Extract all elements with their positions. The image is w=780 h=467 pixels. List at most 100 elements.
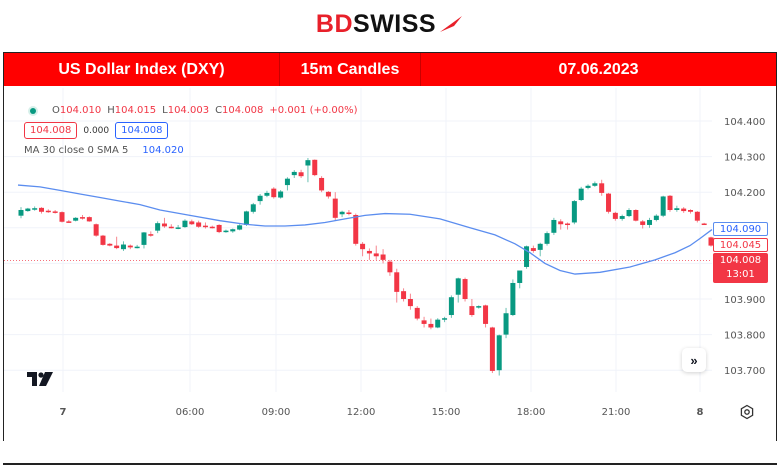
candle [271, 188, 277, 198]
ma-indicator-label[interactable]: MA 30 close 0 SMA 5 [24, 145, 129, 156]
chart-frame [3, 86, 777, 441]
candle [59, 212, 65, 222]
candle [380, 254, 386, 260]
candle [250, 204, 256, 212]
candle [496, 335, 502, 371]
chart-header-bar: US Dollar Index (DXY) 15m Candles 07.06.… [3, 52, 777, 86]
candle [141, 232, 147, 245]
last-price-tag: 104.008 13:01 [713, 253, 768, 283]
market-status-icon [28, 105, 38, 116]
candle [571, 201, 577, 223]
candle [462, 279, 468, 299]
candle [626, 210, 632, 217]
time-axis-label: 06:00 [176, 407, 205, 418]
timeframe-title: 15m Candles [280, 53, 421, 86]
candle [114, 245, 120, 249]
candle [202, 225, 208, 228]
candle [52, 211, 58, 213]
candle [565, 223, 571, 226]
candle [387, 261, 393, 273]
candle [127, 245, 133, 248]
candle [366, 250, 372, 254]
candle [45, 210, 51, 213]
date-title: 07.06.2023 [558, 60, 639, 78]
scroll-to-realtime-button[interactable]: » [682, 348, 706, 372]
candle [414, 307, 420, 319]
candle [209, 226, 215, 229]
candle [667, 195, 673, 210]
candle [38, 207, 44, 212]
candle [339, 211, 345, 215]
candle [332, 198, 338, 218]
candle [448, 297, 454, 316]
candle [148, 234, 154, 236]
candle [237, 225, 243, 230]
candle [79, 217, 85, 219]
candle [517, 270, 523, 283]
chart-settings-icon[interactable] [739, 404, 755, 420]
candle [688, 210, 694, 212]
last-price-value: 104.008 [719, 255, 762, 266]
spread-value: 0.000 [83, 125, 110, 136]
time-axis-label: 18:00 [517, 407, 546, 418]
candle [216, 224, 222, 233]
time-axis-label: 21:00 [602, 407, 631, 418]
candle [312, 159, 318, 176]
logo-arrow-icon [440, 16, 463, 32]
candle [291, 171, 297, 176]
time-axis-label: 8 [697, 407, 704, 418]
candle [619, 216, 625, 219]
ohlc-open: O104.010 [52, 105, 102, 116]
ohlc-low: L104.003 [162, 105, 210, 116]
price-axis-label: 103.700 [724, 366, 765, 377]
ask-price-button[interactable]: 104.008 [115, 122, 169, 139]
candle [32, 208, 38, 210]
bar-countdown: 13:01 [726, 269, 755, 280]
candle [592, 183, 598, 186]
candle [230, 229, 236, 232]
candle [134, 246, 140, 249]
price-axis-label: 104.200 [724, 188, 765, 199]
candle [544, 233, 550, 244]
candle [476, 306, 482, 308]
price-axis-label: 104.300 [724, 153, 765, 164]
candle [107, 243, 113, 246]
candle [346, 212, 352, 214]
time-axis-label: 15:00 [432, 407, 461, 418]
candle [189, 221, 195, 225]
candle [86, 217, 92, 222]
candle [442, 318, 448, 320]
bottom-border [3, 463, 777, 465]
candle [633, 210, 639, 221]
ma-indicator-value: 104.020 [142, 145, 184, 156]
candle [681, 208, 687, 212]
candle [469, 306, 475, 316]
candle [524, 246, 530, 267]
candle [530, 248, 536, 251]
logo-text: BDSWISS [315, 9, 437, 38]
candle [298, 172, 304, 177]
candle [708, 237, 714, 246]
candle [284, 178, 290, 186]
candle [483, 305, 489, 324]
price-axis-label: 103.800 [724, 331, 765, 342]
candle [407, 299, 413, 307]
candle [510, 282, 516, 316]
candle [421, 320, 427, 324]
candle [701, 223, 707, 226]
candle [394, 272, 400, 292]
candle [278, 191, 284, 198]
price-axis-label: 104.400 [724, 117, 765, 128]
candle [319, 177, 325, 191]
candle [401, 291, 407, 299]
candle [578, 188, 584, 201]
candle [455, 278, 461, 295]
bid-price-button[interactable]: 104.008 [24, 122, 78, 139]
candle [93, 224, 99, 236]
candle [73, 217, 79, 221]
ma-price-tag: 104.090 [713, 222, 768, 236]
candle [660, 196, 666, 216]
candle [653, 215, 659, 220]
candle [168, 226, 174, 229]
